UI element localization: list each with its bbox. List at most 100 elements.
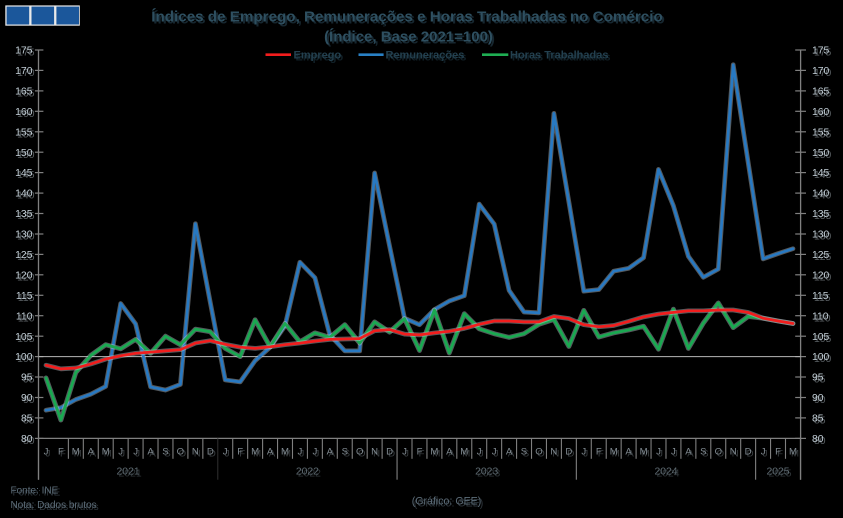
svg-text:2024: 2024 <box>656 468 679 479</box>
svg-text:2023: 2023 <box>475 466 498 477</box>
svg-text:F: F <box>775 447 781 458</box>
svg-text:M: M <box>462 449 470 460</box>
svg-text:D: D <box>386 447 393 458</box>
svg-text:M: M <box>432 449 440 460</box>
svg-text:A: A <box>627 449 634 460</box>
svg-text:Índices de Emprego, Remuneraçõ: Índices de Emprego, Remunerações e Horas… <box>153 11 664 28</box>
svg-text:J: J <box>135 449 140 460</box>
svg-text:D: D <box>747 449 754 460</box>
svg-text:105: 105 <box>17 334 35 345</box>
svg-text:M: M <box>791 449 799 460</box>
svg-text:2022: 2022 <box>296 466 319 477</box>
svg-text:150: 150 <box>15 148 33 159</box>
svg-text:85: 85 <box>21 414 33 425</box>
svg-text:N: N <box>552 449 559 460</box>
svg-text:M: M <box>789 447 797 458</box>
svg-text:125: 125 <box>812 250 830 261</box>
svg-text:80: 80 <box>812 434 824 445</box>
svg-text:85: 85 <box>814 416 826 427</box>
svg-text:O: O <box>356 447 363 458</box>
svg-text:165: 165 <box>814 89 832 100</box>
svg-text:M: M <box>251 447 259 458</box>
svg-text:130: 130 <box>814 232 832 243</box>
svg-text:J: J <box>404 449 409 460</box>
svg-text:125: 125 <box>814 252 832 263</box>
svg-text:Emprego: Emprego <box>296 51 344 63</box>
svg-text:Nota: Dados brutos: Nota: Dados brutos <box>13 502 99 513</box>
svg-text:F: F <box>239 449 245 460</box>
svg-text:2025: 2025 <box>768 468 791 479</box>
svg-text:F: F <box>58 447 64 458</box>
svg-text:115: 115 <box>16 291 33 302</box>
svg-text:165: 165 <box>17 89 35 100</box>
svg-text:M: M <box>642 449 650 460</box>
svg-text:115: 115 <box>18 293 35 304</box>
svg-text:A: A <box>149 449 156 460</box>
svg-text:155: 155 <box>15 127 33 138</box>
svg-text:M: M <box>430 447 438 458</box>
svg-text:J: J <box>46 449 51 460</box>
svg-text:M: M <box>640 447 648 458</box>
svg-text:J: J <box>402 447 407 458</box>
svg-text:J: J <box>44 447 49 458</box>
svg-text:115: 115 <box>814 293 831 304</box>
svg-text:145: 145 <box>17 170 35 181</box>
svg-text:A: A <box>90 449 97 460</box>
svg-text:J: J <box>671 447 676 458</box>
svg-text:140: 140 <box>17 191 35 202</box>
svg-text:S: S <box>344 449 350 460</box>
svg-text:175: 175 <box>812 46 830 57</box>
svg-text:160: 160 <box>15 107 33 118</box>
svg-text:135: 135 <box>812 209 830 220</box>
svg-text:N: N <box>373 449 380 460</box>
svg-text:100: 100 <box>814 354 832 365</box>
svg-text:95: 95 <box>812 373 824 384</box>
svg-text:J: J <box>225 449 230 460</box>
svg-text:110: 110 <box>812 311 829 322</box>
svg-text:175: 175 <box>814 48 832 59</box>
svg-text:140: 140 <box>814 191 832 202</box>
svg-text:J: J <box>763 449 768 460</box>
svg-text:170: 170 <box>814 68 832 79</box>
svg-text:J: J <box>118 447 123 458</box>
svg-text:J: J <box>298 447 303 458</box>
svg-text:M: M <box>102 447 110 458</box>
svg-text:120: 120 <box>814 272 832 283</box>
svg-text:100: 100 <box>15 352 33 363</box>
svg-text:F: F <box>60 449 66 460</box>
svg-text:J: J <box>133 447 138 458</box>
svg-text:A: A <box>269 449 276 460</box>
svg-text:M: M <box>253 449 261 460</box>
svg-text:Remunerações: Remunerações <box>388 51 467 63</box>
svg-text:J: J <box>583 449 588 460</box>
svg-text:130: 130 <box>17 232 35 243</box>
svg-text:105: 105 <box>812 332 830 343</box>
svg-text:M: M <box>283 449 291 460</box>
svg-text:M: M <box>460 447 468 458</box>
svg-text:A: A <box>448 449 455 460</box>
svg-text:80: 80 <box>23 436 35 447</box>
svg-text:120: 120 <box>17 272 35 283</box>
svg-text:N: N <box>730 447 737 458</box>
svg-text:J: J <box>300 449 305 460</box>
svg-text:F: F <box>596 447 602 458</box>
svg-text:S: S <box>521 447 527 458</box>
svg-text:2025: 2025 <box>766 466 789 477</box>
svg-text:80: 80 <box>21 434 33 445</box>
svg-text:90: 90 <box>23 395 35 406</box>
svg-text:A: A <box>508 449 515 460</box>
svg-text:O: O <box>537 449 544 460</box>
svg-text:165: 165 <box>812 87 830 98</box>
svg-text:150: 150 <box>814 150 832 161</box>
svg-text:120: 120 <box>812 270 830 281</box>
svg-text:140: 140 <box>812 189 830 200</box>
svg-text:Nota: Dados brutos: Nota: Dados brutos <box>11 500 97 511</box>
svg-text:160: 160 <box>812 107 830 118</box>
svg-text:J: J <box>761 447 766 458</box>
svg-text:85: 85 <box>23 416 35 427</box>
svg-text:A: A <box>147 447 154 458</box>
svg-text:2021: 2021 <box>117 466 140 477</box>
svg-text:F: F <box>417 447 423 458</box>
svg-text:135: 135 <box>15 209 33 220</box>
svg-text:O: O <box>535 447 542 458</box>
